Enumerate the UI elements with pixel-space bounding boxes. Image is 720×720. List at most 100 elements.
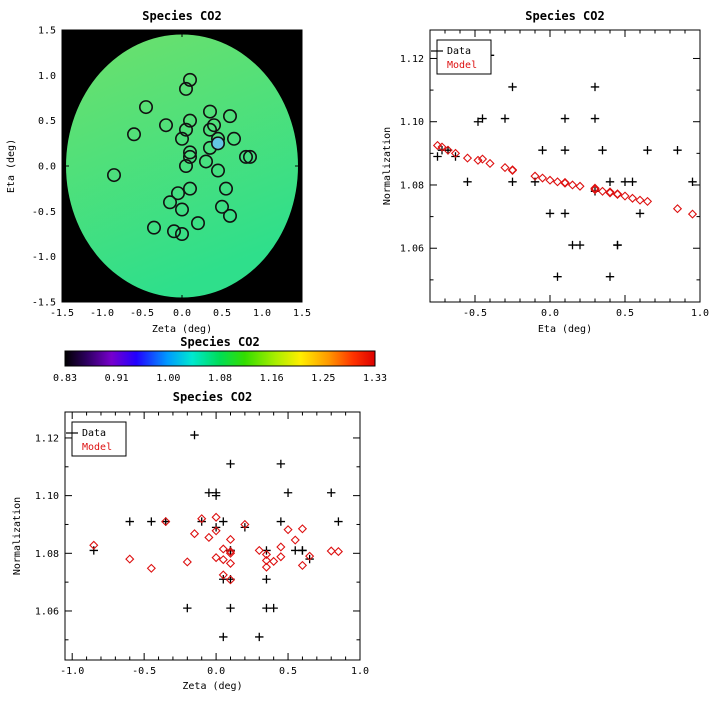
data-point-plus: [575, 240, 585, 250]
data-point-plus: [605, 272, 615, 281]
model-point-diamond: [189, 529, 200, 539]
data-point-plus: [463, 177, 472, 187]
data-point-plus: [125, 517, 134, 526]
data-point-plus: [568, 240, 577, 250]
map-chart: -1.5 -1.0 -0.5 0.0 0.5 1.0 1.5 -1.5 -1.0 -0.5 0.0 0…: [6, 9, 311, 335]
x-tick-label: 1.5: [293, 308, 311, 319]
model-point-diamond: [283, 525, 293, 535]
zeta-scatter-ylabel: Normalization: [12, 497, 23, 575]
colorbar-title: Species CO2: [180, 335, 259, 349]
zeta-scatter-chart: -1.0 -0.5 0.0 0.5 1.0 1.06 1.08 1.10 1.12 Species…: [12, 390, 369, 692]
map-xlabel: Zeta (deg): [152, 324, 212, 335]
source-circle: [227, 131, 242, 146]
x-tick-label: 1.0: [253, 308, 271, 319]
y-tick-label: 1.06: [400, 244, 424, 255]
data-point-plus: [590, 82, 600, 92]
model-point-diamond: [197, 514, 207, 524]
source-circle: [219, 181, 234, 196]
model-point-diamond: [605, 188, 615, 198]
model-point-diamond: [545, 175, 555, 185]
data-point-plus: [334, 517, 343, 526]
data-point-plus: [673, 145, 682, 155]
colorbar-tick-label: 1.08: [208, 373, 232, 384]
model-point-diamond: [597, 186, 608, 196]
x-tick-label: 0.5: [279, 666, 297, 677]
model-point-diamond: [261, 562, 272, 572]
data-point-plus: [508, 177, 517, 187]
model-point-diamond: [225, 548, 236, 558]
source-circle: [175, 227, 190, 242]
data-point-plus: [327, 488, 336, 497]
source-circle: [183, 149, 198, 164]
source-circle: [183, 181, 198, 196]
model-point-diamond: [333, 546, 343, 557]
model-point-diamond: [635, 195, 645, 205]
source-circle: [179, 122, 194, 137]
data-point-plus: [635, 209, 645, 218]
model-point-diamond: [443, 145, 453, 155]
data-point-plus: [161, 517, 170, 526]
x-tick-label: -0.5: [463, 308, 487, 319]
model-point-diamond: [432, 140, 443, 151]
source-circle: [215, 199, 230, 214]
data-point-plus: [190, 430, 199, 440]
data-point-plus: [219, 632, 228, 642]
model-point-diamond: [254, 545, 264, 555]
x-tick-label: 0.0: [173, 308, 191, 319]
data-point-plus: [553, 272, 562, 281]
model-point-diamond: [612, 189, 623, 199]
model-point-diamond: [211, 526, 221, 536]
data-point-plus: [291, 546, 300, 555]
model-point-diamond: [225, 558, 236, 568]
data-point-plus: [89, 546, 98, 555]
data-point-plus: [262, 575, 271, 584]
source-circle: [139, 100, 154, 115]
model-point-diamond: [297, 560, 308, 570]
y-tick-label: 1.10: [35, 491, 59, 502]
model-point-diamond: [642, 196, 653, 207]
y-tick-label: 1.08: [35, 549, 59, 560]
y-tick-label: 1.10: [400, 117, 424, 128]
legend-label-data: Data: [82, 428, 106, 439]
y-tick-label: 1.5: [38, 26, 56, 37]
data-point-plus: [605, 177, 615, 187]
data-point-plus: [276, 517, 286, 526]
y-tick-label: -1.0: [32, 252, 56, 263]
map-title: Species CO2: [142, 9, 221, 23]
y-tick-label: -0.5: [32, 207, 56, 218]
model-point-diamond: [687, 209, 698, 219]
model-point-diamond: [218, 555, 228, 565]
model-point-diamond: [567, 180, 578, 190]
model-point-diamond: [240, 519, 250, 530]
model-point-diamond: [672, 204, 683, 214]
colorbar-tick-label: 1.33: [363, 373, 387, 384]
x-tick-label: 0.5: [616, 308, 634, 319]
data-point-plus: [538, 145, 547, 155]
source-circle: [107, 168, 122, 183]
legend-box: [436, 39, 492, 75]
eta-scatter-title: Species CO2: [525, 9, 604, 23]
source-circle: [207, 118, 222, 133]
colorbar-tick-label: 1.25: [311, 373, 335, 384]
model-point-diamond: [605, 187, 615, 197]
data-point-plus: [211, 488, 221, 497]
model-point-diamond: [218, 544, 228, 554]
model-point-diamond: [462, 153, 473, 163]
source-circle: [167, 224, 182, 239]
source-circle: [211, 136, 226, 151]
colorbar-tick-label: 1.00: [156, 373, 180, 384]
data-point-plus: [255, 632, 264, 642]
source-circle: [183, 145, 198, 160]
model-point-diamond: [305, 551, 315, 561]
model-point-diamond: [500, 163, 510, 173]
source-circle: [163, 195, 178, 210]
data-point-plus: [240, 523, 250, 532]
colorbar-tick-label: 0.91: [105, 373, 129, 384]
data-point-plus: [500, 114, 510, 123]
data-point-plus: [183, 603, 192, 613]
data-point-plus: [226, 603, 235, 613]
x-tick-label: -1.0: [60, 666, 84, 677]
model-point-diamond: [225, 534, 236, 545]
x-tick-label: -1.0: [90, 308, 114, 319]
